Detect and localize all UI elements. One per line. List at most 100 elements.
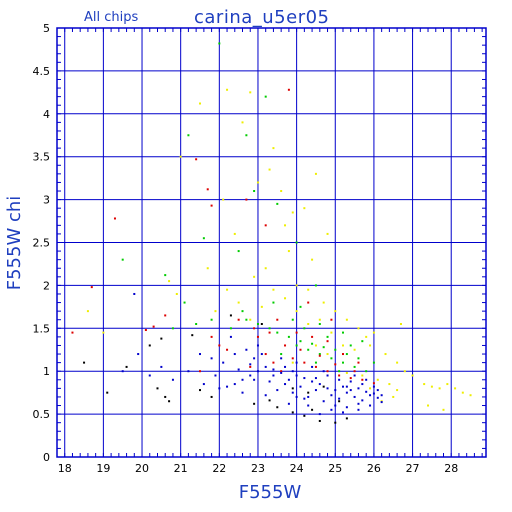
data-point: [164, 395, 167, 398]
data-point: [361, 383, 364, 386]
data-point: [256, 335, 259, 338]
data-point: [264, 353, 267, 356]
y-tick-label: 4.5: [33, 65, 51, 78]
data-point: [199, 389, 201, 392]
data-point: [237, 301, 240, 304]
data-point: [113, 217, 116, 220]
x-axis-label: F555W: [239, 482, 302, 503]
data-point: [284, 383, 287, 386]
data-point: [226, 288, 229, 291]
data-point: [311, 335, 314, 338]
data-point: [353, 348, 356, 351]
data-point: [342, 353, 344, 356]
x-tick-label: 23: [251, 462, 265, 475]
y-tick-label: 3.5: [33, 151, 51, 164]
data-point: [291, 387, 294, 390]
data-point: [365, 335, 368, 338]
data-point: [256, 323, 259, 326]
data-point: [342, 344, 344, 347]
data-point: [326, 370, 329, 373]
data-point: [264, 394, 267, 397]
data-point: [342, 411, 344, 414]
data-point: [322, 400, 325, 403]
chart-title: carina_u5er05: [194, 7, 330, 28]
data-point: [376, 389, 379, 392]
data-point: [214, 374, 217, 377]
data-point: [226, 348, 229, 351]
y-tick-label: 2: [43, 279, 50, 292]
data-point: [160, 365, 163, 368]
data-point: [338, 378, 341, 381]
data-point: [334, 348, 337, 351]
data-point: [210, 318, 213, 321]
data-point: [171, 378, 174, 381]
data-point: [233, 383, 236, 386]
data-point: [287, 88, 290, 91]
data-point: [268, 168, 271, 171]
data-point: [295, 361, 298, 364]
data-point: [299, 340, 302, 343]
data-point: [83, 361, 86, 364]
data-point: [280, 357, 283, 360]
data-point: [295, 395, 298, 398]
data-point: [326, 353, 329, 356]
data-point: [411, 374, 414, 377]
data-point: [469, 394, 472, 397]
data-point: [241, 121, 244, 124]
data-point: [210, 395, 213, 398]
data-point: [303, 414, 306, 417]
data-point: [291, 391, 294, 394]
data-point: [311, 342, 314, 345]
data-point: [338, 397, 341, 400]
data-point: [272, 147, 275, 150]
data-point: [272, 288, 275, 291]
data-point: [365, 378, 368, 381]
data-point: [218, 344, 221, 347]
data-point: [392, 395, 395, 398]
data-point: [314, 361, 317, 364]
data-point: [295, 374, 298, 377]
x-tick-label: 24: [290, 462, 304, 475]
data-point: [342, 331, 344, 334]
data-point: [357, 402, 360, 405]
data-point: [187, 134, 190, 137]
data-point: [253, 402, 256, 405]
data-point: [164, 274, 167, 277]
data-point: [307, 391, 310, 394]
data-point: [454, 387, 457, 390]
data-point: [256, 344, 259, 347]
y-tick-label: 5: [43, 22, 50, 35]
data-point: [369, 344, 372, 347]
data-point: [345, 406, 348, 409]
plot-frame: [56, 27, 487, 458]
data-point: [253, 190, 256, 193]
data-point: [71, 331, 74, 334]
data-point: [237, 250, 240, 253]
data-point: [372, 382, 375, 385]
data-point: [195, 158, 198, 161]
data-point: [249, 318, 252, 321]
data-point: [334, 310, 337, 313]
data-point: [295, 241, 298, 244]
data-point: [291, 361, 294, 364]
data-point: [311, 258, 314, 261]
data-point: [295, 284, 298, 287]
data-point: [311, 408, 314, 411]
data-point: [199, 370, 201, 373]
data-point: [318, 383, 321, 386]
data-point: [345, 391, 348, 394]
data-point: [268, 380, 271, 383]
data-point: [372, 361, 375, 364]
data-point: [345, 318, 348, 321]
data-point: [202, 237, 205, 240]
data-point: [210, 357, 213, 360]
data-point: [272, 374, 275, 377]
data-point: [260, 323, 263, 326]
data-point: [303, 327, 306, 330]
data-point: [318, 419, 321, 422]
data-point: [446, 383, 449, 386]
data-point: [199, 102, 201, 105]
data-point: [338, 400, 341, 403]
data-point: [249, 365, 252, 368]
